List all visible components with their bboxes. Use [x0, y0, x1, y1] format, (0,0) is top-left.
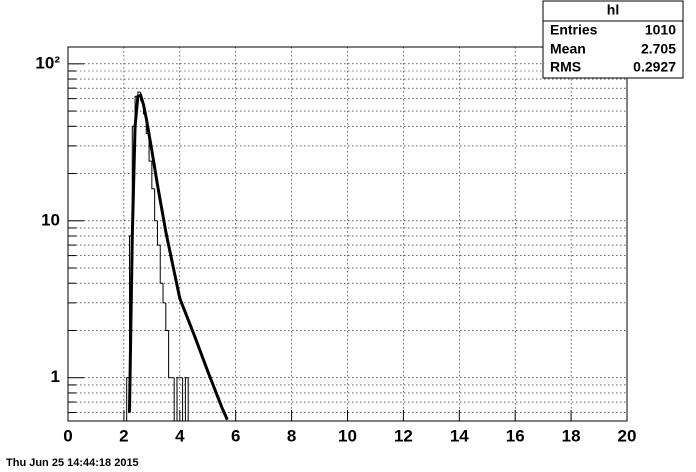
histogram-bin — [151, 161, 155, 190]
x-tick-label: 14 — [450, 426, 469, 445]
histogram-bin — [184, 377, 189, 421]
histogram-bin — [162, 283, 166, 304]
x-tick-label: 16 — [506, 426, 525, 445]
stats-title: hl — [607, 2, 619, 18]
histogram-bin — [159, 245, 164, 284]
x-tick-label: 0 — [63, 426, 72, 445]
x-tick-label: 4 — [175, 426, 185, 445]
x-tick-label: 2 — [119, 426, 128, 445]
histogram-bin — [168, 330, 172, 379]
fit-curve — [127, 93, 229, 421]
stats-value: 2.705 — [641, 41, 676, 57]
x-tick-label: 20 — [618, 426, 637, 445]
stats-label: RMS — [550, 59, 581, 75]
stats-value: 0.2927 — [633, 59, 676, 75]
stats-box: hl Entries 1010 Mean 2.705 RMS 0.2927 — [542, 0, 684, 79]
histogram-bin — [165, 302, 169, 331]
stats-value: 1010 — [645, 22, 676, 38]
stats-frame — [542, 0, 684, 79]
histogram-bin — [182, 377, 186, 422]
x-tick-label: 10 — [338, 426, 357, 445]
timestamp: Thu Jun 25 14:44:18 2015 — [6, 457, 139, 469]
x-tick-label: 18 — [562, 426, 581, 445]
histogram-bin — [154, 188, 158, 222]
y-tick-label: 1 — [51, 367, 60, 386]
stats-label: Entries — [550, 22, 598, 38]
x-tick-label: 8 — [287, 426, 296, 445]
histogram-bin — [176, 377, 180, 421]
stats-label: Mean — [550, 41, 586, 57]
y-tick-label: 10² — [35, 53, 60, 72]
x-tick-label: 6 — [231, 426, 240, 445]
histogram-bin — [173, 377, 178, 422]
x-tick-label: 12 — [394, 426, 413, 445]
histogram-bin — [156, 220, 161, 246]
y-tick-label: 10 — [41, 210, 60, 229]
